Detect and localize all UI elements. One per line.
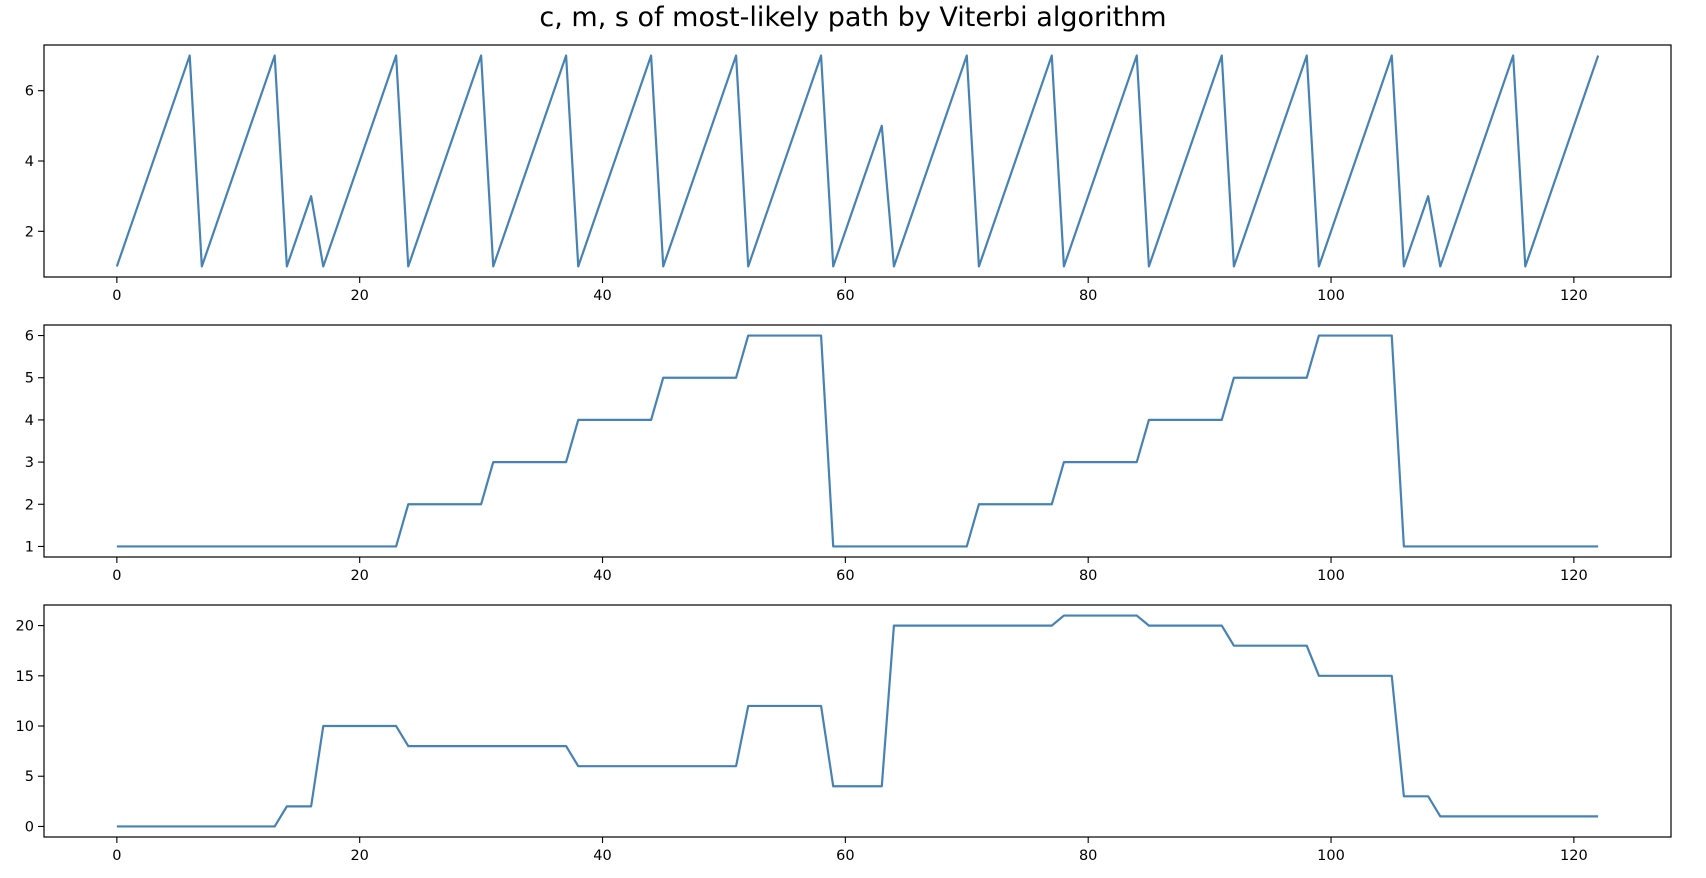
- series-line-2: [116, 334, 1599, 548]
- x-tick-label: 120: [1560, 288, 1588, 304]
- x-tick-label: 60: [836, 568, 854, 584]
- x-tick-label: 100: [1317, 568, 1345, 584]
- figure-title: c, m, s of most-likely path by Viterbi a…: [539, 2, 1167, 33]
- y-tick-label: 2: [25, 224, 34, 240]
- series-line-1: [115, 54, 1600, 268]
- subplot-3: 0 20 40 60 80 100 120 0 5 10 15 20: [16, 604, 1672, 864]
- y-tick-label: 5: [25, 769, 34, 785]
- subplot-1: 0 20 40 60 80 100 120 2 4 6: [25, 44, 1672, 304]
- x-tick-label: 40: [593, 568, 611, 584]
- x-tick-label: 80: [1079, 288, 1097, 304]
- x-tick-label: 120: [1560, 568, 1588, 584]
- series-line-3: [116, 614, 1599, 828]
- x-tick-label: 0: [112, 288, 121, 304]
- y-tick-label: 5: [25, 371, 34, 387]
- y-tick-label: 4: [25, 413, 34, 429]
- x-tick-label: 0: [112, 568, 121, 584]
- x-tick-label: 20: [350, 848, 368, 864]
- y-tick-label: 20: [16, 619, 34, 635]
- x-tick-label: 40: [593, 848, 611, 864]
- y-tick-label: 15: [16, 669, 34, 685]
- x-tick-label: 40: [593, 288, 611, 304]
- y-tick-label: 1: [25, 539, 34, 555]
- y-tick-label: 4: [25, 154, 34, 170]
- x-tick-label: 60: [836, 848, 854, 864]
- x-tick-label: 0: [112, 848, 121, 864]
- x-tick-label: 20: [350, 568, 368, 584]
- y-tick-label: 0: [25, 819, 34, 835]
- y-tick-label: 6: [25, 329, 34, 345]
- x-tick-label: 100: [1317, 848, 1345, 864]
- x-tick-label: 60: [836, 288, 854, 304]
- axes-frame-1: [43, 44, 1672, 278]
- y-tick-label: 10: [16, 719, 34, 735]
- x-tick-label: 80: [1079, 568, 1097, 584]
- x-tick-label: 20: [350, 288, 368, 304]
- axes-frame-3: [43, 604, 1672, 838]
- y-tick-label: 3: [25, 455, 34, 471]
- y-tick-label: 6: [25, 84, 34, 100]
- y-tick-label: 2: [25, 497, 34, 513]
- x-tick-label: 100: [1317, 288, 1345, 304]
- x-tick-label: 80: [1079, 848, 1097, 864]
- x-tick-label: 120: [1560, 848, 1588, 864]
- subplot-2: 0 20 40 60 80 100 120 1 2 3 4 5 6: [25, 324, 1672, 584]
- axes-frame-2: [43, 324, 1672, 558]
